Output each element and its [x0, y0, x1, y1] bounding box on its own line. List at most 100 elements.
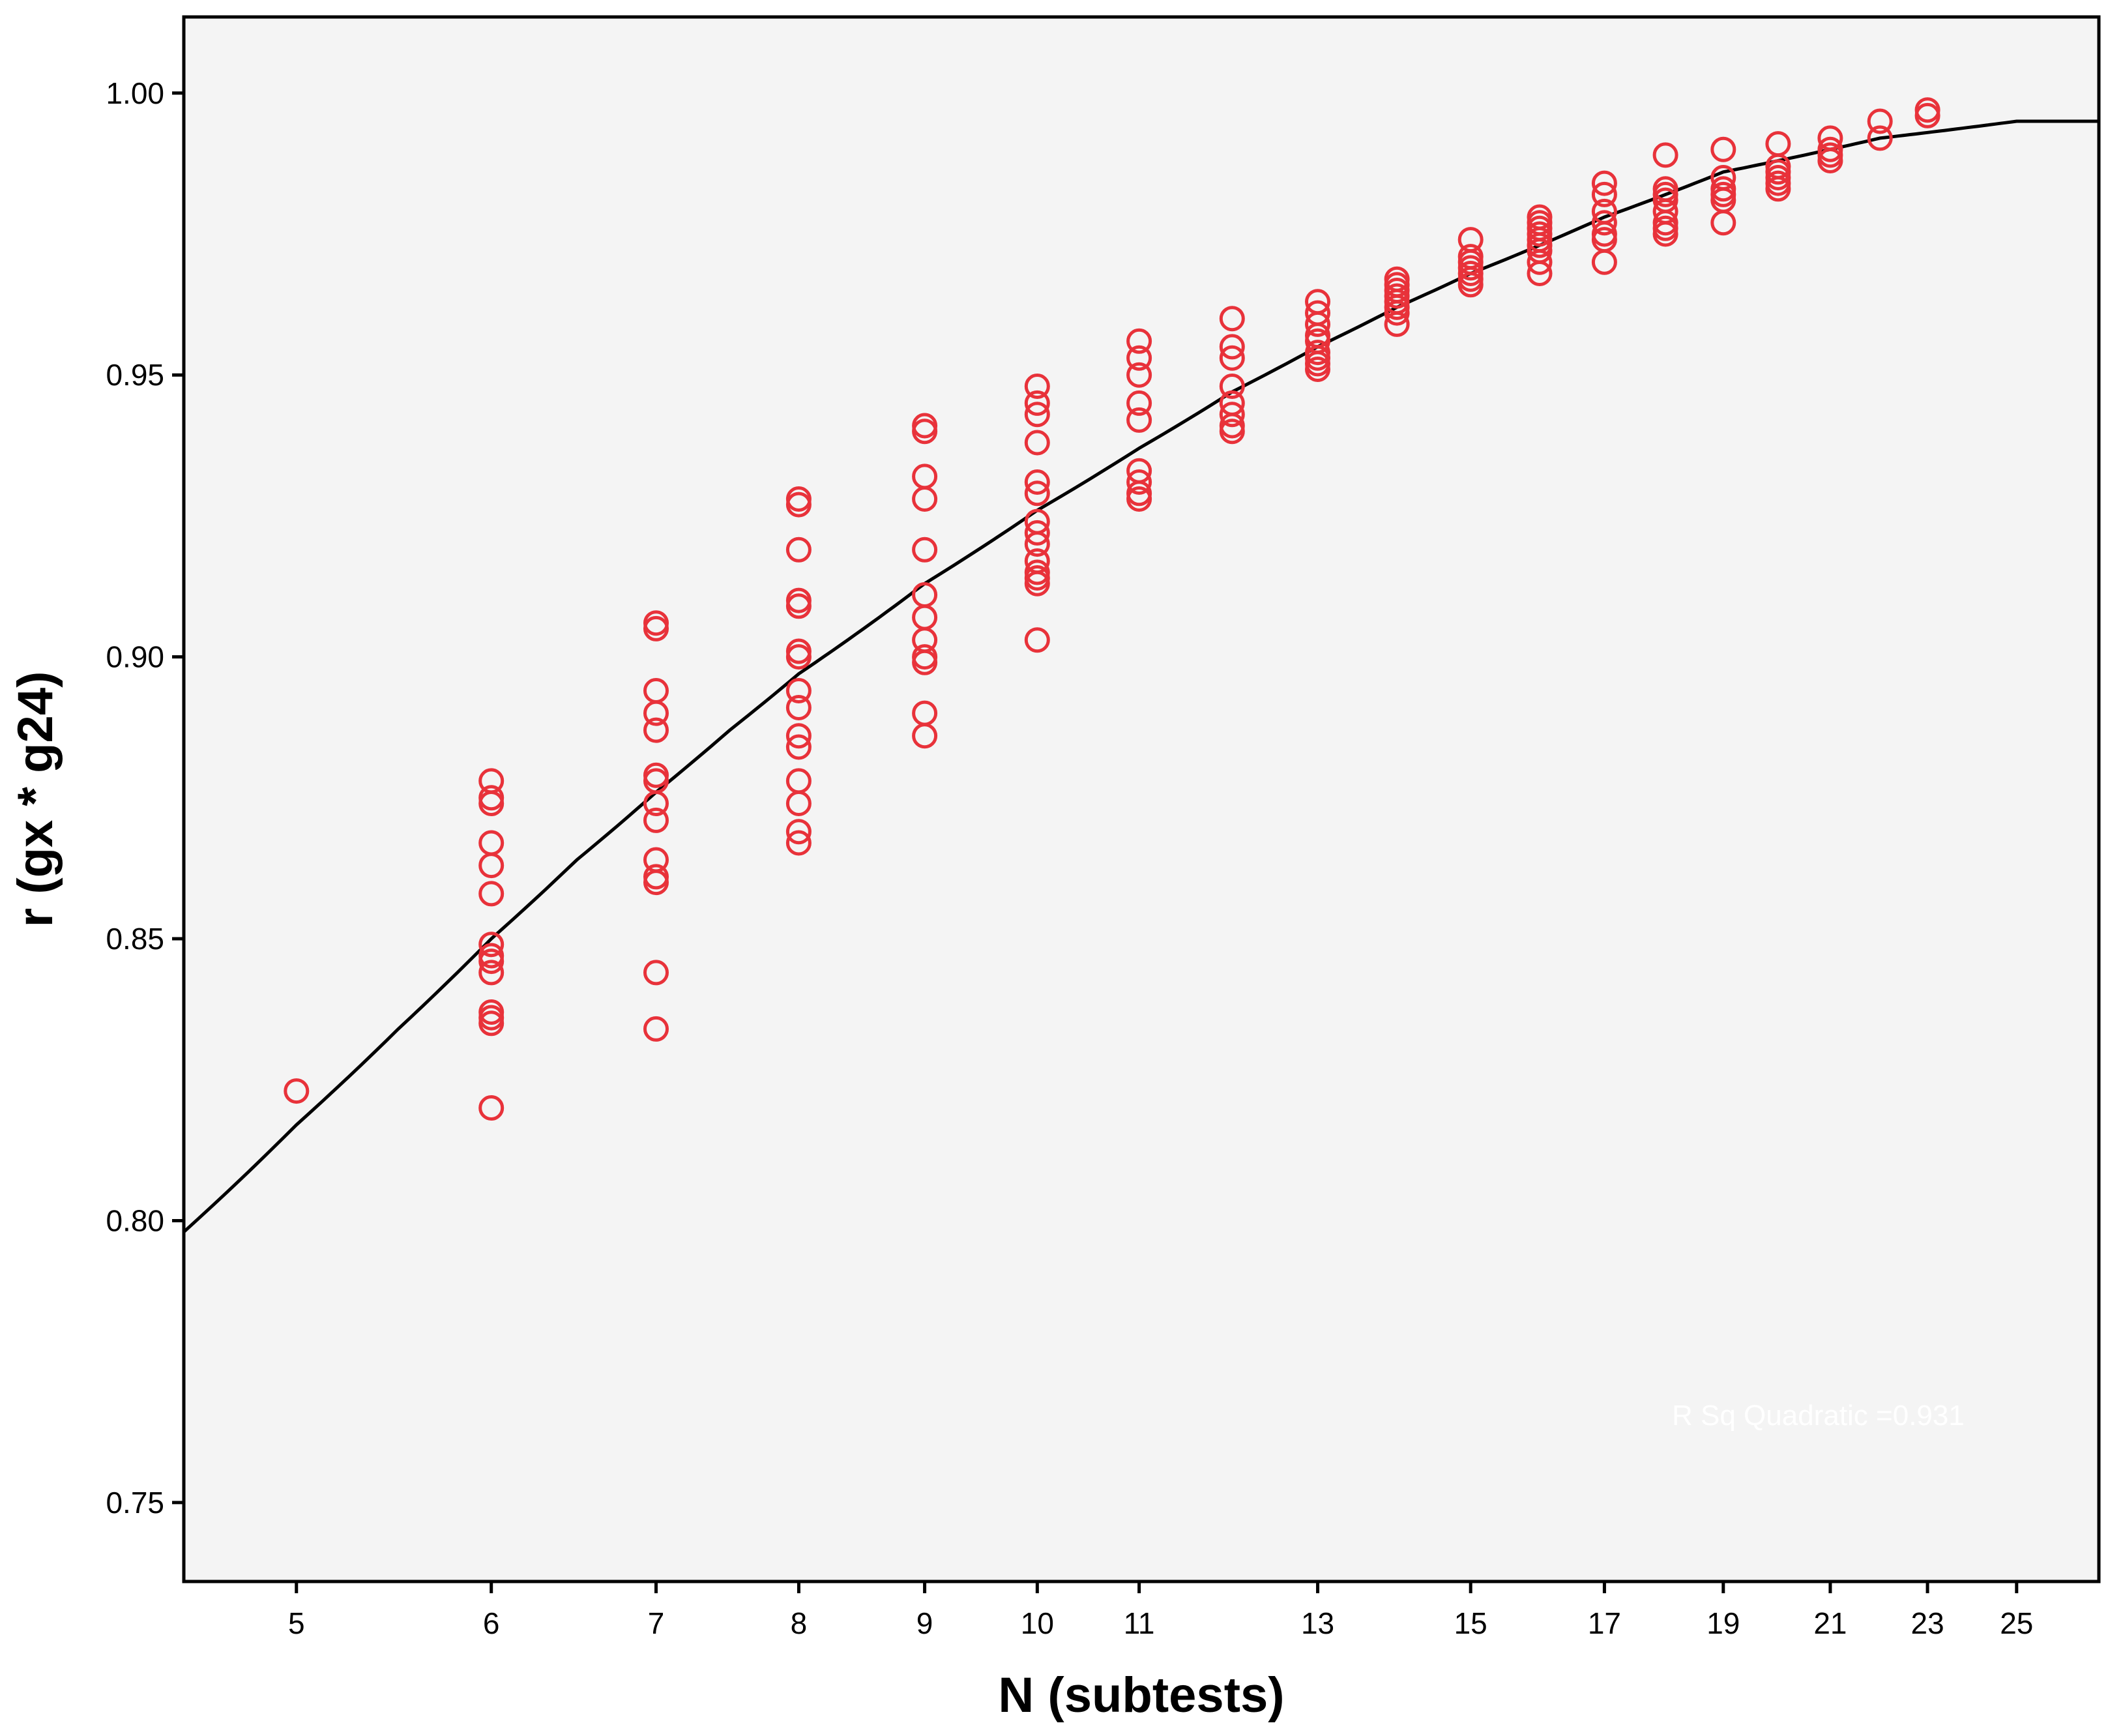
x-axis: 5 6 7 8 9 10 11 13 15 17 19 21 23 25 [288, 1582, 2033, 1640]
data-point [643, 700, 669, 726]
data-point [912, 723, 938, 749]
data-point [1126, 362, 1152, 388]
data-point [1024, 374, 1050, 399]
data-point [1527, 261, 1553, 286]
data-point [643, 717, 669, 743]
data-point [912, 537, 938, 563]
data-point [643, 1016, 669, 1042]
data-point [912, 649, 938, 675]
data-point [785, 678, 812, 703]
plot-area [182, 15, 2101, 1583]
data-point [912, 419, 938, 445]
data-point [1914, 102, 1940, 128]
fit-curve-layer [183, 119, 2099, 1233]
data-point [1126, 390, 1152, 416]
data-point [478, 949, 505, 975]
y-tick-label: 1.00 [106, 76, 164, 110]
data-point [1219, 334, 1245, 360]
data-point [478, 1010, 505, 1037]
data-point [643, 960, 669, 986]
data-point [785, 593, 812, 619]
data-point [1219, 402, 1245, 428]
data-point [1384, 300, 1410, 326]
data-point [643, 615, 669, 641]
data-point [1591, 170, 1617, 196]
data-point [1591, 210, 1617, 236]
data-point [1457, 272, 1484, 298]
data-point [1126, 345, 1152, 371]
data-point [1024, 402, 1050, 428]
data-point [1219, 419, 1245, 445]
x-tick-label: 17 [1588, 1606, 1621, 1640]
data-point [1305, 357, 1330, 382]
data-point [1591, 181, 1617, 207]
data-point [785, 644, 812, 670]
x-tick-label: 25 [2000, 1606, 2033, 1640]
data-point [1126, 328, 1152, 354]
x-tick-label: 15 [1454, 1606, 1487, 1640]
y-tick-label: 0.75 [106, 1486, 164, 1520]
data-point [643, 807, 669, 833]
data-point [785, 492, 812, 518]
data-point [1305, 311, 1330, 337]
x-tick-label: 8 [791, 1606, 808, 1640]
x-tick-label: 7 [648, 1606, 665, 1640]
x-tick-label: 21 [1813, 1606, 1847, 1640]
data-point [1219, 374, 1245, 399]
data-point [1765, 176, 1791, 202]
data-point [1527, 249, 1553, 275]
x-tick-label: 19 [1706, 1606, 1740, 1640]
data-point [1126, 486, 1152, 512]
x-tick-label: 10 [1021, 1606, 1054, 1640]
data-point [1024, 520, 1050, 546]
data-point [1219, 345, 1245, 371]
data-point [1867, 125, 1893, 151]
x-tick-label: 6 [483, 1606, 500, 1640]
y-tick-label: 0.80 [106, 1203, 164, 1237]
x-tick-label: 5 [288, 1606, 305, 1640]
data-point [1867, 108, 1893, 134]
x-tick-label: 9 [916, 1606, 933, 1640]
data-point [1024, 531, 1050, 557]
data-point [1024, 480, 1050, 507]
data-point [478, 853, 505, 879]
data-point [284, 1078, 310, 1104]
y-tick-label: 0.90 [106, 640, 164, 674]
x-tick-label: 11 [1124, 1606, 1155, 1640]
data-point [1652, 221, 1678, 247]
data-point [1652, 142, 1678, 168]
data-point [1591, 249, 1617, 275]
data-points-layer [284, 97, 1940, 1121]
data-point [785, 830, 812, 856]
data-point [1710, 136, 1736, 162]
data-point [478, 960, 505, 986]
data-point [785, 819, 812, 845]
y-tick-label: 0.85 [106, 922, 164, 956]
data-point [1817, 148, 1843, 173]
data-point [1024, 570, 1050, 596]
data-point [478, 791, 505, 816]
data-point [785, 537, 812, 563]
data-point [1126, 469, 1152, 495]
data-point [1710, 210, 1736, 236]
data-point [643, 870, 669, 896]
data-point [478, 1095, 505, 1121]
data-point [1219, 306, 1245, 332]
data-point [1024, 627, 1050, 653]
data-point [1024, 469, 1050, 495]
y-axis-title: r (gx * g24) [8, 671, 63, 928]
data-point [478, 932, 505, 958]
data-point [1126, 407, 1152, 433]
y-axis: 0.75 0.80 0.85 0.90 0.95 1.00 [106, 76, 184, 1520]
data-point [785, 734, 812, 760]
data-point [1384, 311, 1410, 337]
data-point [643, 791, 669, 816]
x-axis-title: N (subtests) [998, 1668, 1284, 1723]
data-point [1024, 390, 1050, 416]
data-point [912, 486, 938, 512]
data-point [785, 791, 812, 816]
x-tick-label: 23 [1910, 1606, 1944, 1640]
y-tick-label: 0.95 [106, 358, 164, 392]
data-point [785, 695, 812, 720]
